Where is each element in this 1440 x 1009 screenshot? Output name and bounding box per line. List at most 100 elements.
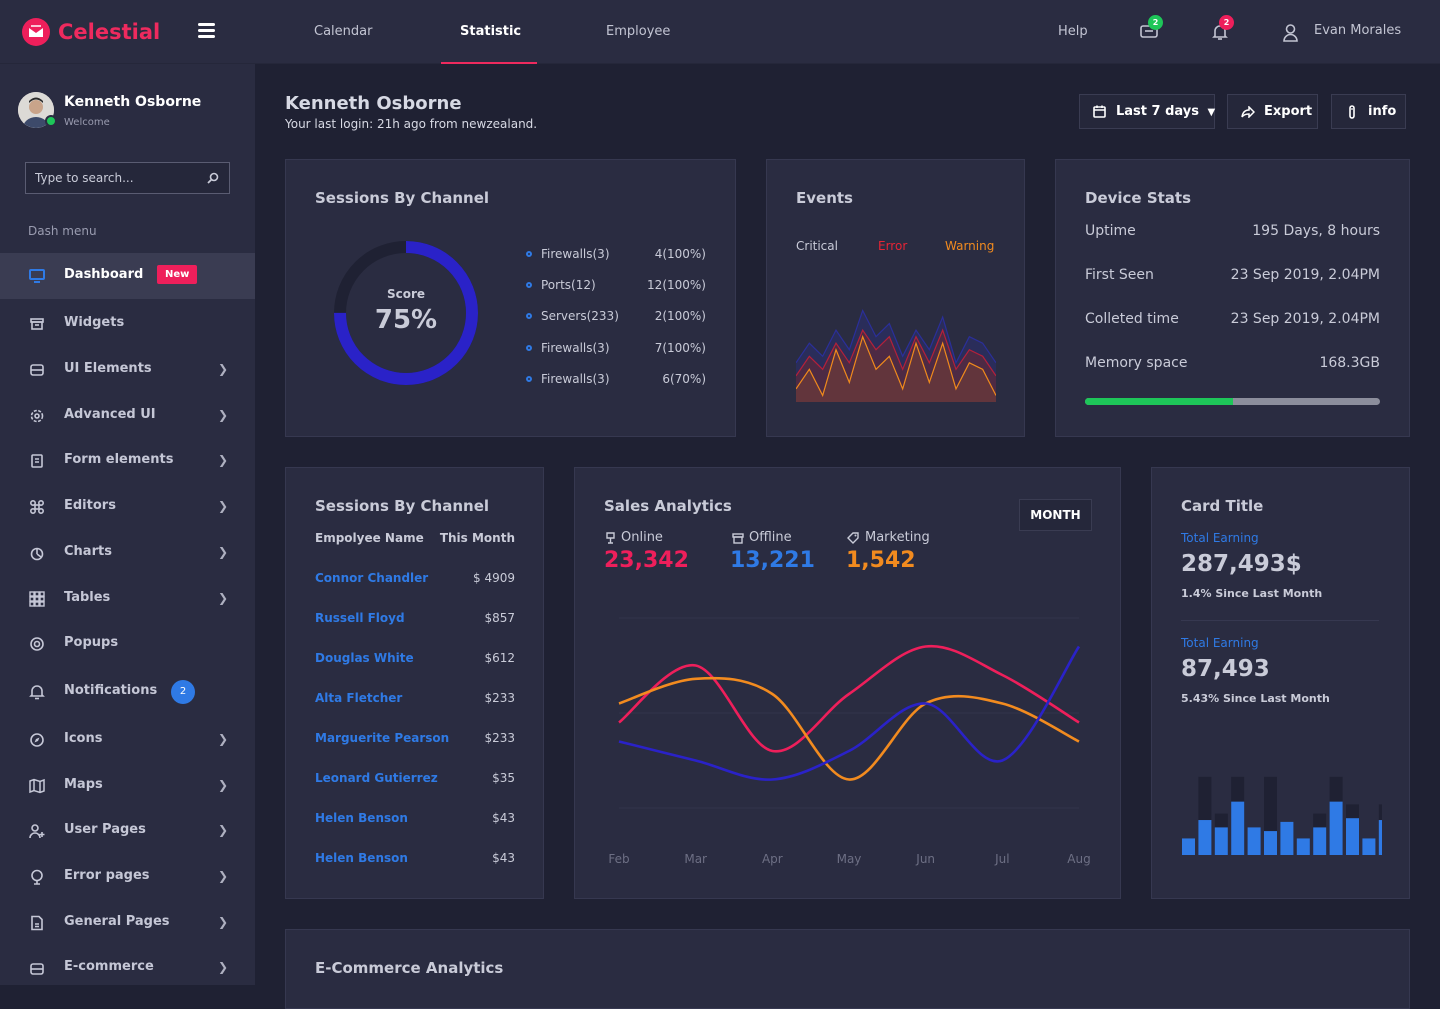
sidebar-item-user-pages[interactable]: User Pages ❯ (0, 808, 255, 854)
bell-icon[interactable]: 2 (1212, 15, 1234, 45)
sidebar-item-maps[interactable]: Maps ❯ (0, 763, 255, 809)
nav-calendar[interactable]: Calendar (314, 24, 373, 39)
info-button[interactable]: info (1331, 94, 1406, 129)
bar (1362, 838, 1376, 855)
sidebar-item-general-pages[interactable]: General Pages ❯ (0, 900, 255, 946)
messages-icon[interactable]: 2 (1140, 15, 1163, 44)
x-tick-label: Feb (608, 852, 629, 866)
search-icon[interactable] (207, 172, 219, 184)
page-subtitle: Your last login: 21h ago from newzealand… (285, 117, 538, 131)
bar (1182, 838, 1195, 855)
legend-value: 4(100%) (654, 247, 706, 261)
sidebar-item-charts[interactable]: Charts ❯ (0, 530, 255, 576)
sidebar-item-tables[interactable]: Tables ❯ (0, 576, 255, 622)
memory-progress-fill (1085, 398, 1233, 405)
employee-value: $35 (492, 771, 515, 785)
chevron-right-icon: ❯ (218, 408, 229, 422)
chevron-right-icon: ❯ (218, 591, 229, 605)
sidebar-search[interactable] (25, 162, 230, 194)
sidebar-item-widgets[interactable]: Widgets (0, 301, 255, 347)
earning-note: 1.4% Since Last Month (1181, 587, 1323, 600)
earning-card: Card Title Total Earning 287,493$ 1.4% S… (1151, 467, 1410, 899)
employee-name-link[interactable]: Connor Chandler (315, 571, 429, 585)
export-button[interactable]: Export (1227, 94, 1318, 129)
line-error (796, 328, 996, 377)
sidebar-item-e-commerce[interactable]: E-commerce ❯ (0, 945, 255, 991)
chevron-right-icon: ❯ (218, 453, 229, 467)
user-name[interactable]: Evan Morales (1314, 23, 1402, 38)
card-title: Sessions By Channel (315, 189, 490, 207)
sidebar-item-label: User Pages (64, 822, 146, 837)
employee-name-link[interactable]: Helen Benson (315, 811, 408, 825)
legend-dot-icon (526, 376, 532, 382)
search-input[interactable] (35, 171, 205, 185)
file-icon (31, 915, 43, 931)
cart-icon (30, 963, 44, 975)
grid-icon (29, 591, 45, 607)
employee-name-link[interactable]: Leonard Gutierrez (315, 771, 438, 785)
metric-label: Marketing (865, 530, 930, 545)
legend-label: Ports(12) (541, 278, 596, 292)
ui-icon (30, 364, 44, 376)
legend-dot-icon (526, 345, 532, 351)
column-header-month: This Month (439, 531, 515, 545)
sidebar-item-advanced-ui[interactable]: Advanced UI ❯ (0, 393, 255, 439)
card-title: Sales Analytics (604, 497, 732, 515)
sales-analytics-card: Sales Analytics MONTH Online 23,342 Offl… (574, 467, 1121, 899)
sidebar-item-label: Icons (64, 731, 103, 746)
sidebar-item-dashboard[interactable]: Dashboard New (0, 253, 255, 299)
sidebar-item-label: Tables (64, 590, 111, 605)
legend-label: Firewalls(3) (541, 341, 610, 355)
line-warning (796, 334, 996, 398)
employee-name-link[interactable]: Marguerite Pearson (315, 731, 450, 745)
stat-label: Memory space (1085, 355, 1188, 371)
chevron-right-icon: ❯ (218, 545, 229, 559)
sidebar-item-ui-elements[interactable]: UI Elements ❯ (0, 347, 255, 393)
brand-name: Celestial (58, 20, 161, 44)
donut-value-arc (334, 241, 478, 385)
widget-icon (30, 318, 44, 330)
employee-name-link[interactable]: Alta Fletcher (315, 691, 403, 705)
legend-label: Firewalls(3) (541, 372, 610, 386)
earning-value: 87,493 (1181, 656, 1270, 682)
bar (1313, 827, 1327, 855)
online-status-icon (45, 115, 57, 127)
employee-value: $43 (492, 851, 515, 865)
sidebar-item-popups[interactable]: Popups (0, 621, 255, 667)
bar (1296, 838, 1310, 855)
bar (1214, 827, 1228, 855)
menu-toggle-icon[interactable] (198, 23, 215, 39)
employee-name-link[interactable]: Douglas White (315, 651, 414, 665)
legend-critical: Critical (796, 239, 838, 253)
employee-name-link[interactable]: Russell Floyd (315, 611, 405, 625)
sidebar-item-editors[interactable]: Editors ❯ (0, 484, 255, 530)
earning-label: Total Earning (1181, 531, 1259, 545)
legend-warning: Warning (945, 239, 995, 253)
export-label: Export (1264, 104, 1313, 119)
sidebar-item-label: Error pages (64, 868, 150, 883)
earning-bar-chart (1182, 776, 1382, 855)
sidebar-item-label: Popups (64, 635, 119, 650)
date-range-button[interactable]: Last 7 days ▼ (1079, 94, 1215, 129)
new-badge: New (157, 265, 198, 284)
sidebar-item-error-pages[interactable]: Error pages ❯ (0, 854, 255, 900)
sidebar-item-notifications[interactable]: Notifications 2 (0, 669, 255, 715)
compass-icon (30, 733, 44, 747)
nav-employee[interactable]: Employee (606, 24, 671, 39)
help-link[interactable]: Help (1058, 24, 1088, 39)
sidebar-item-label: General Pages (64, 914, 170, 929)
memory-progress-bar (1085, 398, 1380, 405)
chevron-right-icon: ❯ (218, 915, 229, 929)
sidebar-item-label: Form elements (64, 452, 174, 467)
user-icon[interactable] (1283, 24, 1298, 46)
monitor-icon (29, 269, 45, 283)
brand[interactable]: Celestial (22, 17, 160, 47)
chevron-right-icon: ❯ (218, 732, 229, 746)
gear-icon (30, 409, 44, 423)
nav-statistic[interactable]: Statistic (460, 24, 522, 39)
sidebar-item-form-elements[interactable]: Form elements ❯ (0, 438, 255, 484)
sidebar-item-label: Dashboard (64, 267, 144, 282)
period-button[interactable]: MONTH (1019, 499, 1092, 531)
sidebar-item-icons[interactable]: Icons ❯ (0, 717, 255, 763)
employee-name-link[interactable]: Helen Benson (315, 851, 408, 865)
